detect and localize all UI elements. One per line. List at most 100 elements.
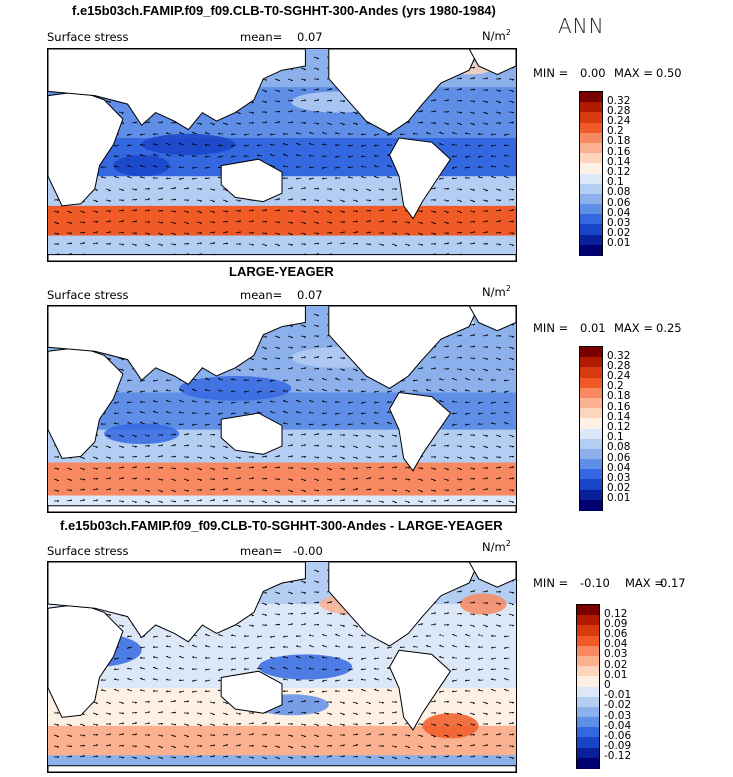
vector-arrow <box>261 121 268 124</box>
vector-arrow <box>469 712 475 716</box>
vector-arrow <box>166 410 172 414</box>
vector-arrow <box>105 744 112 747</box>
vector-arrow <box>287 232 293 236</box>
vector-arrow <box>378 477 385 480</box>
vector-arrow <box>456 188 463 191</box>
vector-arrow <box>92 499 99 502</box>
vector-arrow <box>469 701 476 705</box>
vector-arrow <box>92 723 99 726</box>
vector-arrow <box>417 500 424 503</box>
vector-arrow <box>482 231 489 234</box>
vector-arrow <box>118 220 125 223</box>
panel-1-mean-label: mean= <box>240 30 283 44</box>
vector-arrow <box>490 390 497 393</box>
vector-arrow <box>365 744 372 747</box>
vector-arrow <box>300 734 306 738</box>
vector-arrow <box>373 677 380 681</box>
vector-arrow <box>179 644 185 648</box>
panel-2-title: LARGE-YEAGER <box>229 264 334 279</box>
vector-arrow <box>360 390 367 393</box>
vector-arrow <box>326 221 333 224</box>
vector-arrow <box>404 232 410 236</box>
vector-arrow <box>209 712 215 716</box>
vector-arrow <box>451 400 458 403</box>
vector-arrow <box>456 345 463 348</box>
vector-arrow <box>157 444 164 447</box>
vector-arrow <box>326 99 333 102</box>
vector-arrow <box>477 390 484 392</box>
vector-arrow <box>339 111 345 114</box>
vector-arrow <box>347 132 354 135</box>
vector-arrow <box>222 231 229 234</box>
vector-arrow <box>248 722 255 725</box>
vector-arrow <box>456 122 462 126</box>
season-label: ANN <box>558 14 605 38</box>
vector-arrow <box>118 445 124 449</box>
vector-arrow <box>360 422 367 425</box>
vector-arrow <box>105 723 112 726</box>
vector-arrow <box>313 122 320 125</box>
vector-arrow <box>222 456 228 460</box>
vector-arrow <box>339 734 346 737</box>
vector-arrow <box>321 177 328 180</box>
vector-arrow <box>222 220 229 223</box>
vector-arrow <box>326 356 333 359</box>
vector-arrow <box>477 165 484 168</box>
vector-arrow <box>152 379 159 382</box>
vector-arrow <box>430 210 437 213</box>
vector-arrow <box>222 199 228 203</box>
vector-arrow <box>179 131 185 135</box>
vector-arrow <box>504 677 510 681</box>
vector-arrow <box>144 198 151 201</box>
vector-arrow <box>443 221 449 225</box>
vector-arrow <box>269 390 276 393</box>
vector-arrow <box>287 243 294 246</box>
vector-arrow <box>139 410 146 414</box>
vector-arrow <box>391 232 398 235</box>
vector-arrow <box>464 689 470 692</box>
vector-arrow <box>482 500 489 502</box>
vector-arrow <box>105 500 112 502</box>
vector-arrow <box>217 155 224 158</box>
colorbar-swatch <box>580 479 602 491</box>
vector-arrow <box>222 701 228 705</box>
vector-arrow <box>443 88 450 91</box>
colorbar-swatch <box>580 367 602 379</box>
vector-arrow <box>313 99 320 102</box>
vector-arrow <box>248 122 255 124</box>
vector-arrow <box>386 133 393 136</box>
vector-arrow <box>391 221 398 223</box>
vector-arrow <box>300 580 306 584</box>
panel-1-max-label: MAX = <box>614 66 653 80</box>
vector-arrow <box>66 489 73 492</box>
vector-arrow <box>205 377 211 381</box>
vector-arrow <box>352 210 359 213</box>
vector-arrow <box>261 346 267 350</box>
vector-arrow <box>287 367 294 370</box>
vector-arrow <box>295 379 302 381</box>
vector-arrow <box>391 478 398 480</box>
vector-arrow <box>360 401 367 404</box>
vector-arrow <box>313 110 320 113</box>
vector-arrow <box>300 346 307 349</box>
vector-arrow <box>469 242 476 245</box>
vector-arrow <box>269 635 276 638</box>
vector-arrow <box>477 657 484 660</box>
vector-arrow <box>79 499 86 502</box>
vector-arrow <box>92 734 99 736</box>
vector-arrow <box>113 422 120 425</box>
colorbar-swatch <box>580 102 602 113</box>
vector-arrow <box>456 612 463 615</box>
vector-arrow <box>274 198 281 201</box>
vector-arrow <box>361 688 367 692</box>
vector-arrow <box>209 199 215 203</box>
vector-arrow <box>165 389 172 392</box>
vector-arrow <box>79 488 86 491</box>
vector-arrow <box>196 122 202 125</box>
vector-arrow <box>196 242 203 245</box>
vector-arrow <box>235 477 242 480</box>
vector-arrow <box>378 745 385 748</box>
vector-arrow <box>183 489 190 492</box>
vector-arrow <box>152 390 159 392</box>
vector-arrow <box>178 177 185 180</box>
